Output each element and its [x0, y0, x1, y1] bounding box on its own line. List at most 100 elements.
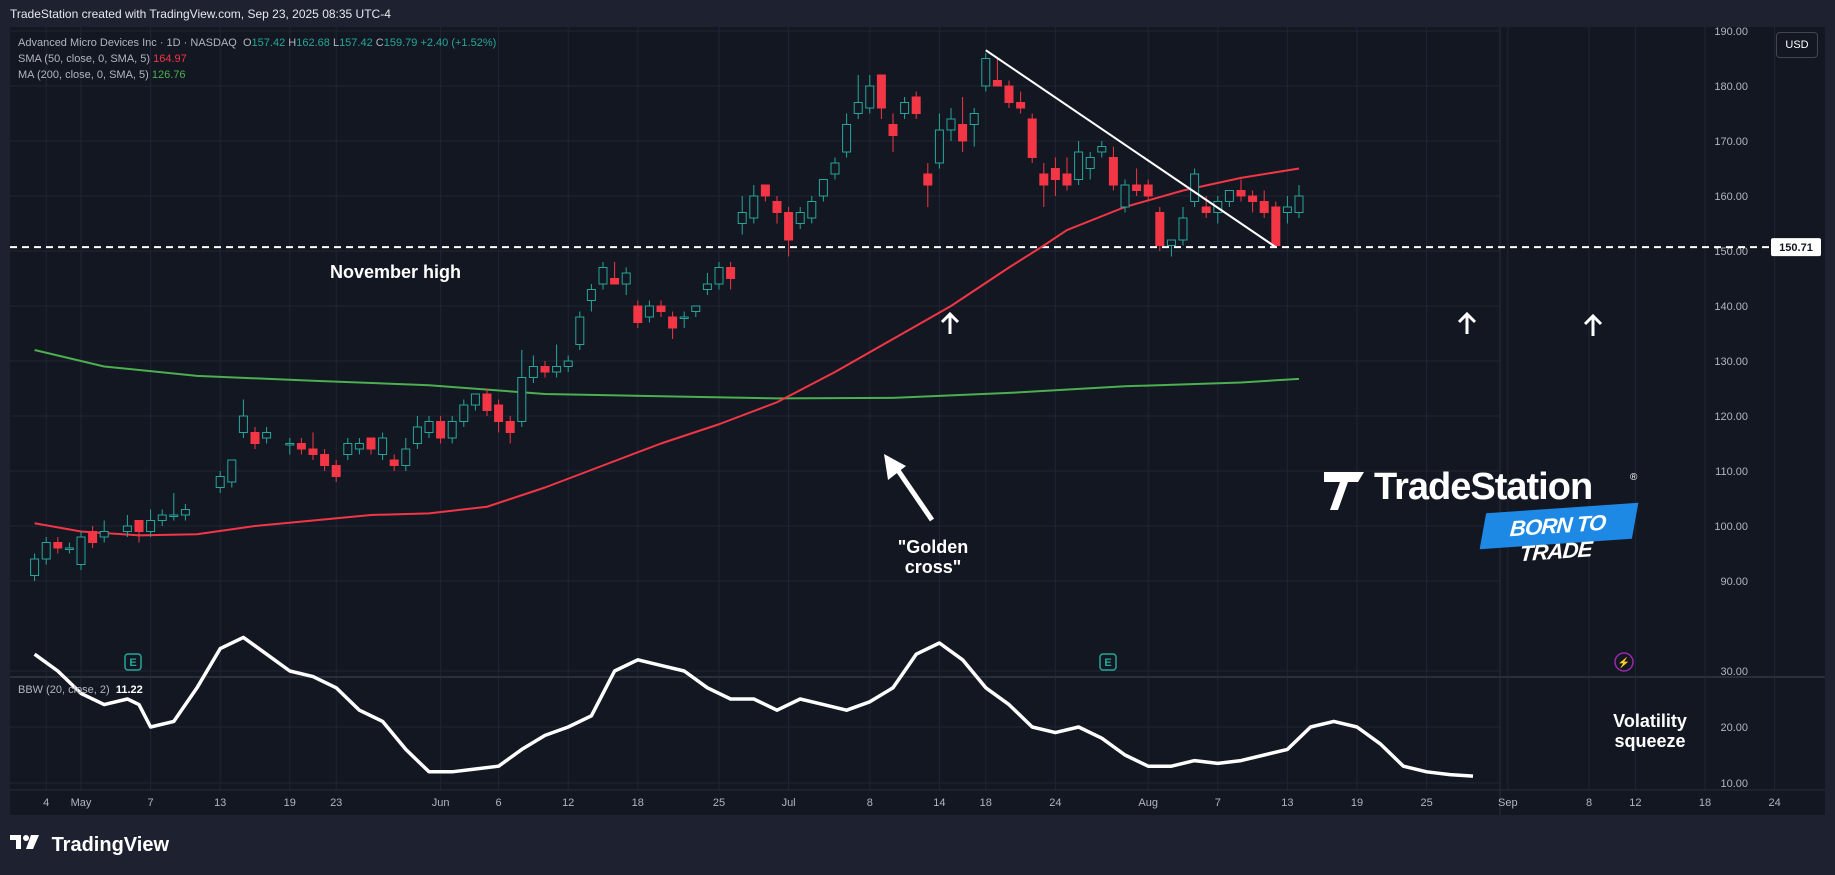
candle-body[interactable] — [517, 377, 527, 422]
candle-body[interactable] — [633, 305, 643, 323]
candle-body[interactable] — [726, 267, 736, 279]
candle-body[interactable] — [169, 514, 179, 517]
candle-body[interactable] — [1108, 157, 1118, 186]
candle-body[interactable] — [436, 421, 446, 439]
candle-body[interactable] — [41, 542, 51, 560]
candle-body[interactable] — [1155, 212, 1165, 246]
candle-body[interactable] — [1190, 173, 1200, 202]
candle-body[interactable] — [1016, 102, 1026, 109]
candle-body[interactable] — [99, 531, 109, 538]
candle-body[interactable] — [1178, 217, 1188, 241]
candle-body[interactable] — [401, 448, 411, 466]
candle-body[interactable] — [807, 201, 817, 219]
candle-body[interactable] — [552, 366, 562, 373]
candle-body[interactable] — [88, 531, 98, 543]
candle-body[interactable] — [911, 96, 921, 114]
chart-frame[interactable] — [10, 27, 1825, 815]
candle-body[interactable] — [470, 393, 480, 406]
candle-body[interactable] — [354, 443, 364, 450]
candle-body[interactable] — [992, 80, 1002, 87]
candle-body[interactable] — [1062, 173, 1072, 186]
candle-body[interactable] — [876, 74, 886, 109]
candle-body[interactable] — [1097, 146, 1107, 153]
candle-body[interactable] — [656, 305, 666, 312]
ma-legend-row[interactable]: MA (200, close, 0, SMA, 5) 126.76 — [18, 67, 496, 83]
candle-body[interactable] — [331, 465, 341, 477]
candle-body[interactable] — [969, 113, 979, 125]
candle-body[interactable] — [760, 184, 770, 197]
candle-body[interactable] — [923, 173, 933, 186]
candle-body[interactable] — [737, 212, 747, 224]
candle-body[interactable] — [389, 459, 399, 466]
candle-body[interactable] — [1224, 190, 1234, 202]
candle-body[interactable] — [366, 437, 376, 450]
candle-body[interactable] — [1085, 157, 1095, 169]
candle-body[interactable] — [1143, 184, 1153, 197]
candle-body[interactable] — [946, 118, 956, 131]
candle-body[interactable] — [528, 366, 538, 378]
candle-body[interactable] — [1027, 118, 1037, 158]
candle-body[interactable] — [482, 393, 492, 411]
candle-body[interactable] — [842, 124, 852, 153]
candle-body[interactable] — [958, 124, 968, 142]
candle-body[interactable] — [563, 360, 573, 367]
candle-body[interactable] — [865, 85, 875, 109]
candle-body[interactable] — [679, 316, 689, 319]
candle-body[interactable] — [668, 316, 678, 329]
candle-body[interactable] — [934, 129, 944, 164]
candle-body[interactable] — [1120, 184, 1130, 208]
candle-body[interactable] — [784, 212, 794, 241]
ma200-line[interactable] — [34, 349, 1300, 400]
candle-body[interactable] — [575, 316, 585, 345]
candle-body[interactable] — [285, 443, 295, 446]
candle-body[interactable] — [53, 542, 63, 549]
candle-body[interactable] — [343, 443, 353, 455]
candle-body[interactable] — [795, 212, 805, 224]
candle-body[interactable] — [702, 283, 712, 290]
bbw-line[interactable] — [33, 635, 1474, 778]
candle-body[interactable] — [505, 421, 515, 433]
candle-body[interactable] — [772, 201, 782, 213]
candle-body[interactable] — [378, 437, 388, 455]
candle-body[interactable] — [412, 426, 422, 444]
candle-body[interactable] — [459, 404, 469, 422]
candle-body[interactable] — [644, 305, 654, 318]
candle-body[interactable] — [853, 102, 863, 114]
footer-brand[interactable]: TradingView — [10, 833, 169, 857]
candle-body[interactable] — [714, 267, 724, 285]
candle-body[interactable] — [900, 102, 910, 114]
candle-body[interactable] — [621, 272, 631, 285]
candle-body[interactable] — [888, 124, 898, 136]
candle-body[interactable] — [540, 366, 550, 373]
candle-body[interactable] — [424, 421, 434, 433]
candle-body[interactable] — [215, 476, 225, 488]
candle-body[interactable] — [157, 514, 167, 521]
candle-body[interactable] — [1271, 206, 1281, 246]
candle-body[interactable] — [447, 421, 457, 439]
candle-body[interactable] — [1282, 206, 1292, 213]
candle-body[interactable] — [250, 432, 260, 444]
candle-body[interactable] — [818, 179, 828, 197]
candle-body[interactable] — [1050, 168, 1060, 180]
candle-body[interactable] — [1004, 85, 1014, 103]
candle-body[interactable] — [586, 289, 596, 301]
candle-body[interactable] — [238, 415, 248, 433]
candle-body[interactable] — [76, 536, 86, 565]
sma-legend-row[interactable]: SMA (50, close, 0, SMA, 5) 164.97 — [18, 51, 496, 67]
candle-body[interactable] — [1259, 201, 1269, 213]
candle-body[interactable] — [146, 520, 156, 532]
earnings-icon[interactable] — [1099, 653, 1117, 671]
candle-body[interactable] — [749, 195, 759, 219]
candle-body[interactable] — [296, 443, 306, 450]
earnings-icon[interactable] — [124, 653, 142, 671]
candle-body[interactable] — [1201, 206, 1211, 213]
candle-body[interactable] — [134, 520, 144, 532]
candle-body[interactable] — [30, 558, 40, 576]
downtrend-line[interactable] — [985, 49, 1277, 248]
candle-body[interactable] — [598, 267, 608, 285]
candle-body[interactable] — [1039, 173, 1049, 186]
candle-body[interactable] — [610, 278, 620, 285]
candle-body[interactable] — [1236, 190, 1246, 197]
candle-body[interactable] — [494, 404, 504, 422]
